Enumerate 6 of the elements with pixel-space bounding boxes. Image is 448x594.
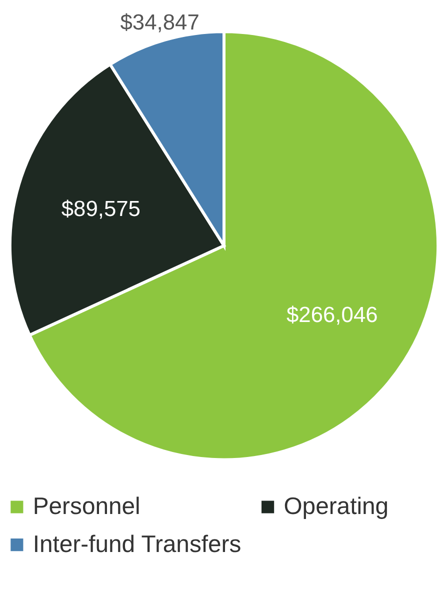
legend-label: Personnel [32, 492, 140, 520]
data-label: $34,847 [120, 10, 200, 35]
legend-label: Inter-fund Transfers [32, 530, 242, 558]
legend-label: Operating [284, 492, 389, 520]
data-label: $89,575 [61, 196, 140, 221]
data-label: $266,046 [286, 302, 378, 327]
